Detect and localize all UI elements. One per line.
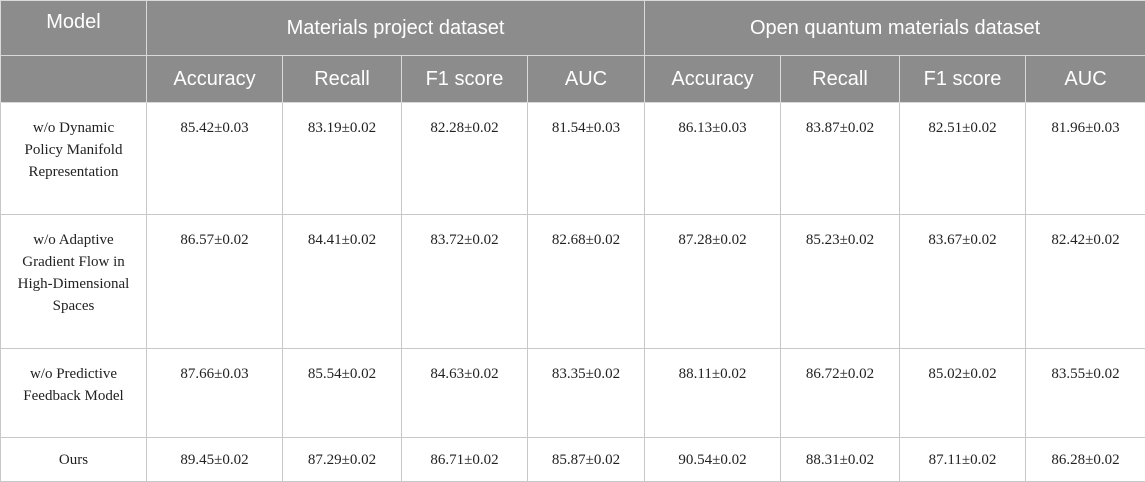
model-header: Model <box>1 1 147 56</box>
table-cell: 83.55±0.02 <box>1026 349 1145 438</box>
metric-header-f1: F1 score <box>402 56 528 103</box>
table-cell: 82.51±0.02 <box>900 103 1026 215</box>
table-cell: 82.68±0.02 <box>528 215 645 349</box>
metric-header-auc: AUC <box>528 56 645 103</box>
table-cell: 87.28±0.02 <box>645 215 781 349</box>
table-cell: 82.28±0.02 <box>402 103 528 215</box>
group-header-open-quantum: Open quantum materials dataset <box>645 1 1145 56</box>
table-cell: 83.19±0.02 <box>283 103 402 215</box>
table-cell: 86.71±0.02 <box>402 438 528 482</box>
metric-header-auc: AUC <box>1026 56 1145 103</box>
table-cell: 81.96±0.03 <box>1026 103 1145 215</box>
table-cell: 85.02±0.02 <box>900 349 1026 438</box>
table-cell: 86.13±0.03 <box>645 103 781 215</box>
table-cell: 88.11±0.02 <box>645 349 781 438</box>
model-name: w/o Adaptive Gradient Flow in High-Dimen… <box>1 215 147 349</box>
table-cell: 85.54±0.02 <box>283 349 402 438</box>
model-name: w/o Dynamic Policy Manifold Representati… <box>1 103 147 215</box>
group-header-materials-project: Materials project dataset <box>147 1 645 56</box>
table-cell: 84.63±0.02 <box>402 349 528 438</box>
header-row-metrics: Accuracy Recall F1 score AUC Accuracy Re… <box>1 56 1145 103</box>
table-cell: 86.57±0.02 <box>147 215 283 349</box>
metric-header-f1: F1 score <box>900 56 1026 103</box>
table-row: w/o Adaptive Gradient Flow in High-Dimen… <box>1 215 1145 349</box>
table-cell: 85.42±0.03 <box>147 103 283 215</box>
table-cell: 83.87±0.02 <box>781 103 900 215</box>
table-cell: 89.45±0.02 <box>147 438 283 482</box>
table-cell: 90.54±0.02 <box>645 438 781 482</box>
table-cell: 81.54±0.03 <box>528 103 645 215</box>
metric-header-recall: Recall <box>781 56 900 103</box>
model-name: Ours <box>1 438 147 482</box>
metric-header-accuracy: Accuracy <box>645 56 781 103</box>
model-name: w/o Predictive Feedback Model <box>1 349 147 438</box>
metric-header-accuracy: Accuracy <box>147 56 283 103</box>
table-cell: 83.67±0.02 <box>900 215 1026 349</box>
header-row-groups: Model Materials project dataset Open qua… <box>1 1 1145 56</box>
table-cell: 82.42±0.02 <box>1026 215 1145 349</box>
table-row: w/o Predictive Feedback Model 87.66±0.03… <box>1 349 1145 438</box>
table-cell: 85.23±0.02 <box>781 215 900 349</box>
table-row: w/o Dynamic Policy Manifold Representati… <box>1 103 1145 215</box>
table-cell: 86.72±0.02 <box>781 349 900 438</box>
table-cell: 85.87±0.02 <box>528 438 645 482</box>
table-cell: 83.35±0.02 <box>528 349 645 438</box>
table-cell: 84.41±0.02 <box>283 215 402 349</box>
table-cell: 86.28±0.02 <box>1026 438 1145 482</box>
model-header-spacer <box>1 56 147 103</box>
table-cell: 87.11±0.02 <box>900 438 1026 482</box>
table-cell: 88.31±0.02 <box>781 438 900 482</box>
table-cell: 87.66±0.03 <box>147 349 283 438</box>
table-cell: 87.29±0.02 <box>283 438 402 482</box>
table-cell: 83.72±0.02 <box>402 215 528 349</box>
table-row-ours: Ours 89.45±0.02 87.29±0.02 86.71±0.02 85… <box>1 438 1145 482</box>
metric-header-recall: Recall <box>283 56 402 103</box>
